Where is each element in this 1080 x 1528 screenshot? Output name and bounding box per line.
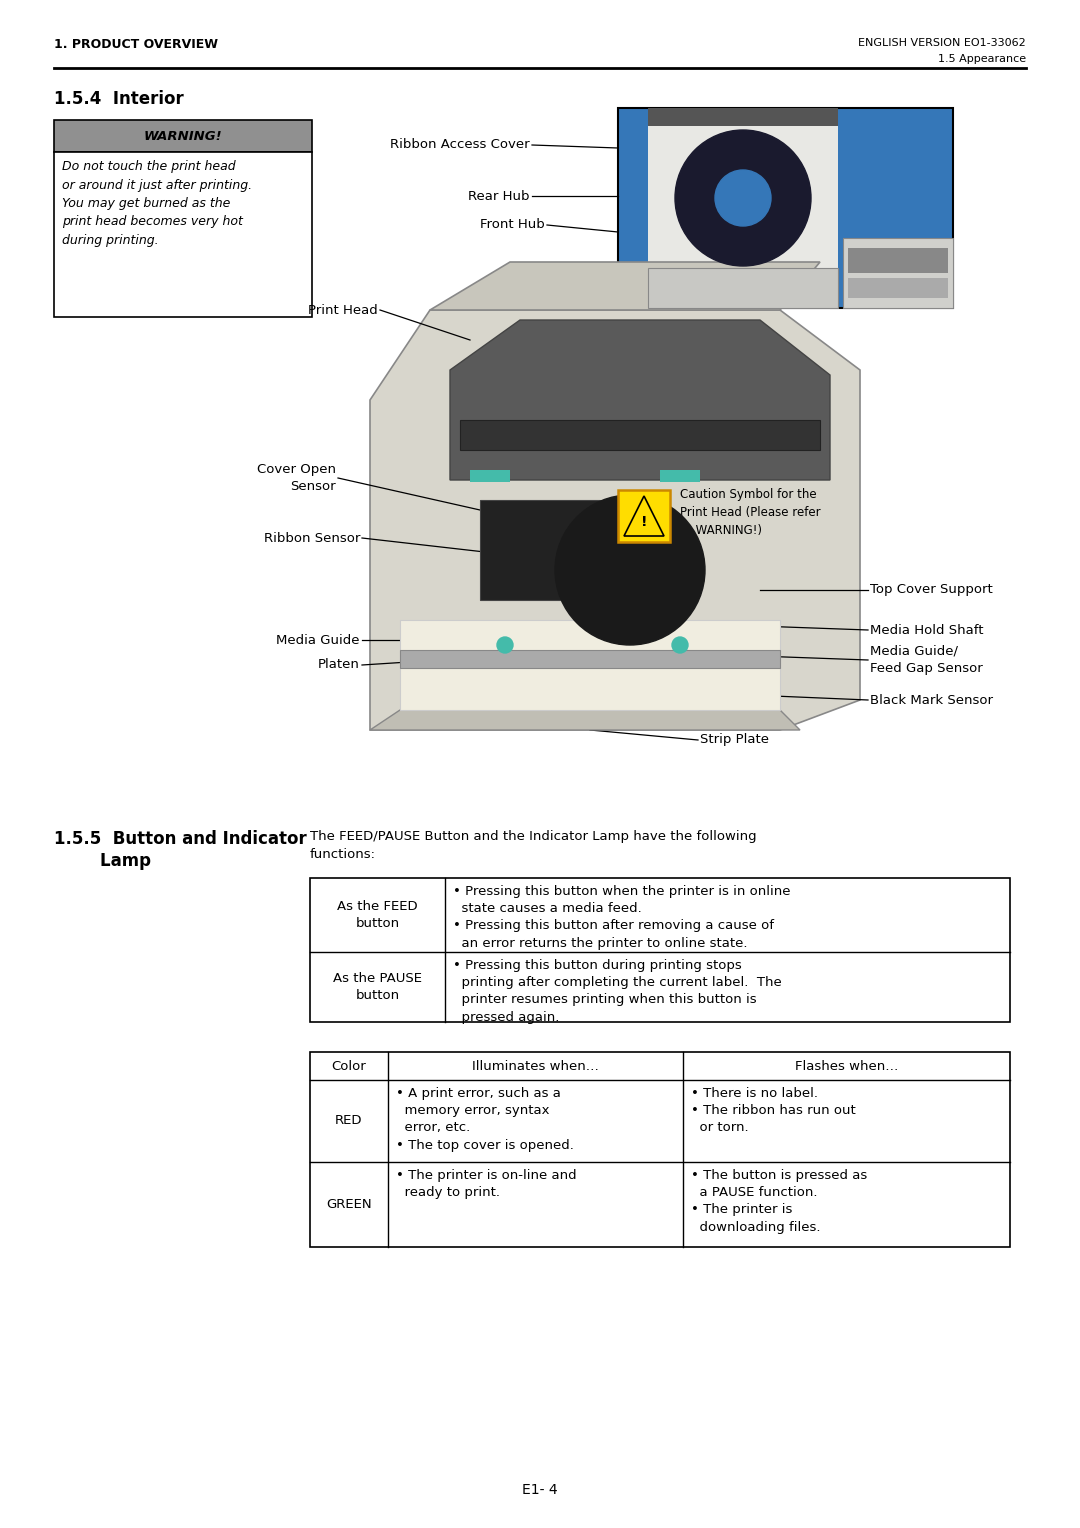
Bar [54,121,312,151]
Text: 1. PRODUCT OVERVIEW: 1. PRODUCT OVERVIEW [54,38,218,50]
Text: 1.5.4  Interior: 1.5.4 Interior [54,90,184,108]
Bar [618,490,670,542]
Text: • Pressing this button when the printer is in online
  state causes a media feed: • Pressing this button when the printer … [453,885,791,949]
Circle shape [555,495,705,645]
Text: The FEED/PAUSE Button and the Indicator Lamp have the following: The FEED/PAUSE Button and the Indicator … [310,830,757,843]
Text: Top Cover Support: Top Cover Support [870,584,993,596]
Text: As the PAUSE
button: As the PAUSE button [333,972,422,1002]
Circle shape [672,637,688,652]
Text: Front Hub: Front Hub [481,219,545,232]
Text: • There is no label.
• The ribbon has run out
  or torn.: • There is no label. • The ribbon has ru… [691,1086,855,1134]
Text: !: ! [640,515,647,529]
Text: E1- 4: E1- 4 [523,1484,557,1497]
Bar [648,267,838,309]
Bar [648,108,838,125]
Bar [470,471,510,481]
Bar [310,261,870,743]
Text: Rear Hub: Rear Hub [469,189,530,203]
Text: Lamp: Lamp [54,853,151,869]
Polygon shape [430,261,820,310]
Text: • The printer is on-line and
  ready to print.: • The printer is on-line and ready to pr… [396,1169,577,1199]
Text: GREEN: GREEN [326,1198,372,1212]
Text: Caution Symbol for the
Print Head (Please refer
to WARNING!): Caution Symbol for the Print Head (Pleas… [680,487,821,536]
Text: Ribbon Sensor: Ribbon Sensor [264,532,360,544]
Circle shape [497,637,513,652]
Text: Black Mark Sensor: Black Mark Sensor [870,694,993,706]
Text: • The button is pressed as
  a PAUSE function.
• The printer is
  downloading fi: • The button is pressed as a PAUSE funct… [691,1169,867,1233]
Bar [460,420,820,451]
Text: Strip Plate: Strip Plate [700,733,769,747]
Text: Media Guide: Media Guide [276,634,360,646]
Text: Cover Open
Sensor: Cover Open Sensor [257,463,336,494]
Text: • A print error, such as a
  memory error, syntax
  error, etc.
• The top cover : • A print error, such as a memory error,… [396,1086,573,1152]
Text: As the FEED
button: As the FEED button [337,900,418,931]
Bar [848,278,948,298]
Text: ENGLISH VERSION EO1-33062: ENGLISH VERSION EO1-33062 [859,38,1026,47]
Circle shape [675,130,811,266]
Bar [54,151,312,316]
Text: Color: Color [332,1059,366,1073]
Bar [648,108,838,309]
Bar [400,649,780,668]
Text: • Pressing this button during printing stops
  printing after completing the cur: • Pressing this button during printing s… [453,960,782,1024]
Bar [480,500,600,601]
Bar [310,1051,1010,1247]
Polygon shape [370,711,800,730]
Text: Media Hold Shaft: Media Hold Shaft [870,623,984,637]
Polygon shape [450,319,831,480]
Bar [310,879,1010,1022]
Polygon shape [624,497,664,536]
Text: 1.5 Appearance: 1.5 Appearance [937,53,1026,64]
Bar [400,620,780,711]
Polygon shape [370,310,860,730]
Text: 1.5.5  Button and Indicator: 1.5.5 Button and Indicator [54,830,307,848]
Text: Media Guide/
Feed Gap Sensor: Media Guide/ Feed Gap Sensor [870,645,983,675]
Bar [660,471,700,481]
Text: Illuminates when…: Illuminates when… [472,1059,599,1073]
Text: functions:: functions: [310,848,376,860]
Text: Print Head: Print Head [308,304,378,316]
Text: Flashes when…: Flashes when… [795,1059,899,1073]
Bar [843,238,953,309]
Bar [848,248,948,274]
Circle shape [715,170,771,226]
Text: RED: RED [335,1114,363,1128]
Bar [618,108,953,309]
Text: Platen: Platen [319,659,360,671]
Text: Ribbon Access Cover: Ribbon Access Cover [390,139,530,151]
Text: WARNING!: WARNING! [144,130,222,142]
Text: Do not touch the print head
or around it just after printing.
You may get burned: Do not touch the print head or around it… [62,160,252,248]
